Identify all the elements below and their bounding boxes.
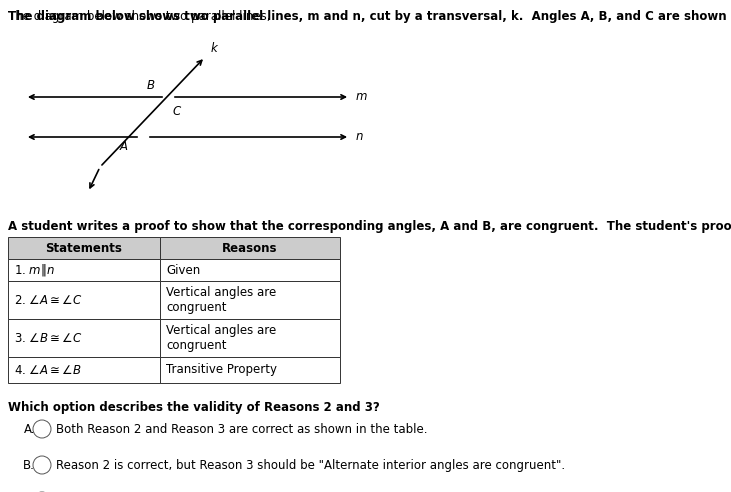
Text: Transitive Property: Transitive Property	[166, 364, 277, 376]
Text: A student writes a proof to show that the corresponding angles, ​A​ and ​B​, are: A student writes a proof to show that th…	[8, 220, 731, 233]
Text: $C$: $C$	[172, 105, 182, 118]
Text: Vertical angles are
congruent: Vertical angles are congruent	[166, 286, 276, 314]
Bar	[8, 357, 160, 383]
Text: Which option describes the validity of Reasons 2 and 3?: Which option describes the validity of R…	[8, 401, 379, 414]
Bar	[160, 237, 340, 259]
Bar	[160, 357, 340, 383]
Bar	[160, 259, 340, 281]
Text: Both Reason 2 and Reason 3 are correct as shown in the table.: Both Reason 2 and Reason 3 are correct a…	[56, 423, 428, 435]
Bar	[160, 281, 340, 319]
Text: $m$: $m$	[355, 91, 368, 103]
Text: Given: Given	[166, 264, 200, 277]
Bar	[8, 259, 160, 281]
Text: Statements: Statements	[45, 242, 122, 254]
Text: Reasons: Reasons	[222, 242, 278, 254]
Text: $A$: $A$	[119, 140, 129, 153]
Text: 2. $\angle A \cong \angle C$: 2. $\angle A \cong \angle C$	[14, 294, 83, 307]
Text: The diagram below shows two parallel lines,: The diagram below shows two parallel lin…	[8, 10, 274, 23]
Text: $k$: $k$	[210, 41, 219, 55]
Text: $B$: $B$	[145, 79, 155, 92]
Text: The diagram below shows two parallel lines, ​m​ and ​n​, cut by a transversal, ​: The diagram below shows two parallel lin…	[8, 10, 731, 23]
Text: A.: A.	[23, 423, 35, 435]
Bar	[8, 237, 160, 259]
Text: Reason 2 is correct, but Reason 3 should be "Alternate interior angles are congr: Reason 2 is correct, but Reason 3 should…	[56, 459, 565, 471]
Text: B.: B.	[23, 459, 35, 471]
Text: 3. $\angle B \cong \angle C$: 3. $\angle B \cong \angle C$	[14, 332, 83, 344]
Bar	[8, 281, 160, 319]
Text: 1. $m \| n$: 1. $m \| n$	[14, 262, 55, 278]
Text: 4. $\angle A \cong \angle B$: 4. $\angle A \cong \angle B$	[14, 364, 82, 376]
Bar	[160, 319, 340, 357]
Text: Vertical angles are
congruent: Vertical angles are congruent	[166, 324, 276, 352]
Bar	[8, 319, 160, 357]
Text: $n$: $n$	[355, 130, 363, 144]
